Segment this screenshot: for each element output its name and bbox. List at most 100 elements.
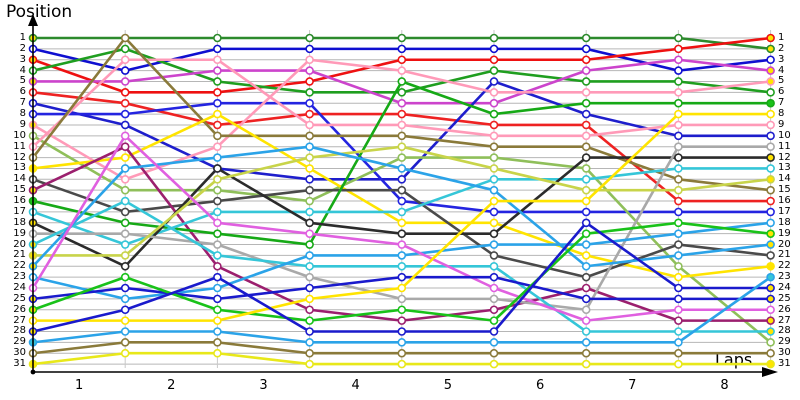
data-point [674,196,683,206]
markers-driver-16[interactable] [28,77,775,249]
data-point [766,88,775,97]
data-point [489,120,499,130]
y-axis-title: Position [6,2,73,22]
markers-driver-17[interactable] [28,164,775,249]
markers-driver-15[interactable] [28,142,775,325]
data-point [397,109,407,119]
data-point [120,131,130,141]
data-point [766,98,775,108]
data-point [674,316,683,325]
markers-driver-31[interactable] [28,348,775,369]
data-point [766,185,775,195]
data-point [120,120,130,130]
markers-driver-06[interactable] [28,88,775,206]
data-point [489,153,499,162]
y-tick-left-22: 22 [13,260,26,272]
y-tick-left-15: 15 [13,184,26,196]
markers-driver-14[interactable] [28,175,775,282]
data-point [397,261,407,271]
data-point [397,294,407,304]
markers-driver-20[interactable] [28,196,775,336]
data-point [674,338,683,347]
y-tick-left-12: 12 [13,151,26,163]
y-tick-left-14: 14 [13,173,26,185]
data-point [489,175,499,184]
data-point [305,240,314,249]
data-point [120,294,130,304]
y-tick-right-8: 8 [778,108,785,120]
markers-driver-29[interactable] [28,272,775,347]
data-point [766,294,775,304]
markers-driver-10[interactable] [28,131,775,347]
markers-driver-24[interactable] [28,131,775,325]
series-driver-01[interactable] [31,36,772,51]
data-point [120,44,130,54]
data-point [674,305,683,315]
markers-driver-04[interactable] [28,44,775,97]
data-point [397,88,407,97]
data-point [581,272,591,282]
data-point [489,261,499,271]
data-point [213,272,222,282]
markers-driver-23[interactable] [28,218,775,304]
y-tick-right-5: 5 [778,75,785,87]
data-point [305,294,314,304]
data-point [581,109,591,119]
markers-driver-30[interactable] [28,338,775,358]
y-tick-right-2: 2 [778,42,785,54]
data-point [305,164,314,173]
markers-driver-05[interactable] [28,55,775,108]
data-point [674,66,683,75]
data-point [766,175,775,184]
x-tick-4: 4 [351,378,360,393]
markers-driver-03[interactable] [28,33,775,97]
y-tick-right-6: 6 [778,86,785,98]
data-point [305,175,314,184]
data-point [120,196,130,206]
data-point [766,142,775,151]
markers-driver-25[interactable] [28,272,775,304]
data-point [213,261,222,271]
markers-driver-01[interactable] [28,33,775,54]
data-point [305,196,314,206]
data-point [766,283,775,293]
data-point [674,175,683,184]
data-point [120,229,130,238]
y-tick-right-23: 23 [778,271,791,283]
data-point [213,44,222,54]
data-point [581,44,591,54]
data-point [674,240,683,249]
markers-driver-02[interactable] [28,44,775,75]
markers-driver-28[interactable] [28,218,775,336]
data-point [213,98,222,108]
markers-driver-08[interactable] [28,98,775,217]
data-point [766,359,775,369]
data-point [766,55,775,65]
data-point [305,88,314,97]
data-point [305,305,314,315]
markers-driver-12[interactable] [28,33,775,195]
data-point [674,44,683,54]
data-point [581,338,591,347]
y-tick-left-23: 23 [13,271,26,283]
x-tick-5: 5 [443,378,453,393]
data-point [766,109,775,119]
markers-driver-22[interactable] [28,142,775,271]
data-point [674,131,683,141]
data-point [674,294,683,304]
data-point [489,251,499,260]
markers-driver-09[interactable] [28,55,775,184]
data-point [305,66,314,75]
data-point [489,185,499,195]
y-tick-left-20: 20 [13,238,26,250]
data-point [213,305,222,315]
markers-driver-26[interactable] [28,218,775,325]
data-point [120,164,130,173]
data-point [766,327,775,336]
data-point [397,196,407,206]
y-tick-left-2: 2 [19,42,26,54]
data-point [120,251,130,260]
data-point [489,109,499,119]
data-point [397,359,407,369]
